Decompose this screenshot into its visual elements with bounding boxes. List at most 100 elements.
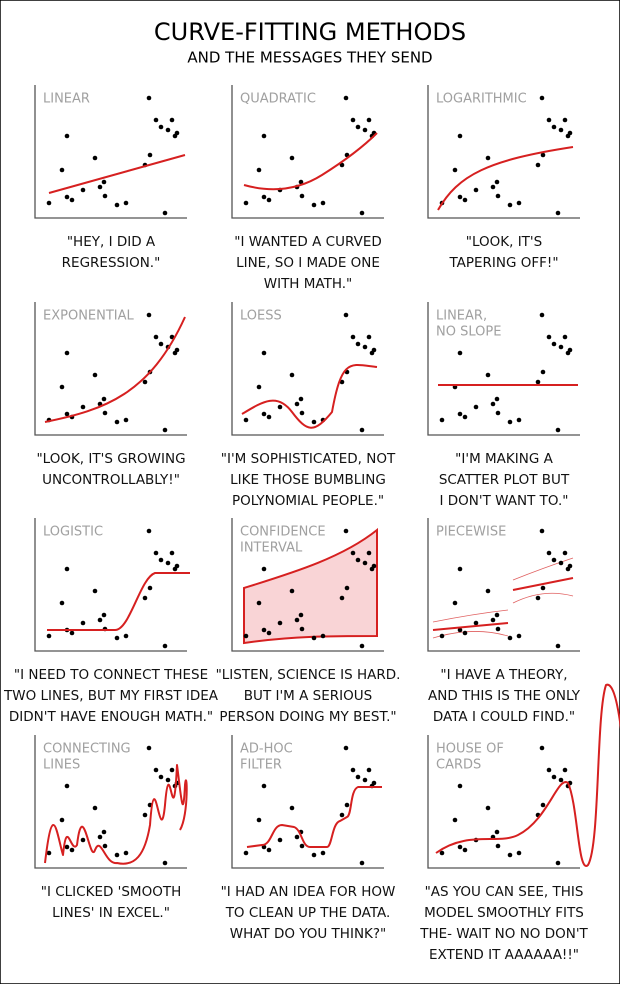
- caption: "HEY, I DID A: [67, 234, 156, 250]
- axes: [427, 302, 580, 436]
- caption: TO CLEAN UP THE DATA.: [225, 905, 391, 921]
- caption: "I NEED TO CONNECT THESE: [14, 667, 208, 683]
- dot: [516, 850, 522, 856]
- dot: [494, 396, 500, 402]
- dot: [142, 379, 148, 385]
- dot: [277, 620, 283, 626]
- panel-label: LINEAR: [43, 92, 90, 107]
- curve: [48, 154, 186, 194]
- dot: [540, 585, 546, 591]
- dot: [362, 560, 368, 566]
- dot: [562, 550, 568, 556]
- dot: [146, 95, 152, 101]
- dot: [256, 817, 262, 823]
- panel-label: CONFIDENCE: [240, 525, 326, 540]
- dot: [562, 334, 568, 340]
- caption: "LISTEN, SCIENCE IS HARD.: [216, 667, 401, 683]
- dot: [147, 152, 153, 158]
- dot: [339, 162, 345, 168]
- dot: [439, 417, 445, 423]
- caption: SCATTER PLOT BUT: [439, 472, 570, 488]
- dot: [92, 155, 98, 161]
- dot: [162, 427, 168, 433]
- dot: [299, 626, 305, 632]
- dot: [277, 837, 283, 843]
- dot: [101, 829, 107, 835]
- dot: [355, 341, 361, 347]
- dot: [277, 404, 283, 410]
- dot: [169, 117, 175, 123]
- dot: [539, 95, 545, 101]
- panel: PIECEWISE "I HAVE A THEORY, AND THIS IS TH…: [427, 518, 581, 725]
- dot: [457, 411, 463, 417]
- dot: [46, 633, 52, 639]
- dot: [359, 210, 365, 216]
- dot: [158, 557, 164, 563]
- dot: [294, 401, 300, 407]
- panel: LINEAR,NO SLOPE "I'M MAKING A SCATTER PLOT…: [427, 302, 580, 509]
- dot: [92, 372, 98, 378]
- panel-label: LOGISTIC: [43, 525, 103, 540]
- caption: "LOOK, IT'S: [466, 234, 542, 250]
- dot: [366, 334, 372, 340]
- panel: EXPONENTIAL "LOOK, IT'S GROWING UNCONTROLL…: [34, 302, 187, 488]
- dot: [343, 312, 349, 318]
- dot: [457, 350, 463, 356]
- caption: MODEL SMOOTHLY FITS: [424, 905, 584, 921]
- dot: [123, 850, 129, 856]
- dot: [457, 566, 463, 572]
- dot: [344, 585, 350, 591]
- dot: [555, 643, 561, 649]
- dot: [452, 167, 458, 173]
- dot: [299, 193, 305, 199]
- dot: [153, 117, 159, 123]
- caption: TAPERING OFF!": [448, 255, 558, 271]
- dot: [46, 200, 52, 206]
- dot: [320, 633, 326, 639]
- dot: [546, 117, 552, 123]
- dot: [555, 210, 561, 216]
- dot: [261, 411, 267, 417]
- dot: [355, 557, 361, 563]
- caption: "I WANTED A CURVED: [234, 234, 382, 250]
- dot: [462, 630, 468, 636]
- caption: TWO LINES, BUT MY FIRST IDEA: [3, 688, 219, 704]
- caption: "I HAVE A THEORY,: [440, 667, 567, 683]
- dot: [146, 312, 152, 318]
- curve: [432, 577, 574, 631]
- dot: [355, 774, 361, 780]
- dot: [101, 612, 107, 618]
- caption: WHAT DO YOU THINK?": [230, 926, 387, 942]
- dot: [539, 312, 545, 318]
- dot: [535, 379, 541, 385]
- curve: [243, 132, 378, 191]
- dot: [558, 344, 564, 350]
- dot: [146, 528, 152, 534]
- dot: [243, 200, 249, 206]
- dot: [147, 585, 153, 591]
- dot: [256, 600, 262, 606]
- dot: [142, 812, 148, 818]
- dot: [473, 187, 479, 193]
- dot: [80, 404, 86, 410]
- dot: [243, 417, 249, 423]
- dot: [516, 200, 522, 206]
- dot: [59, 600, 65, 606]
- dot: [485, 372, 491, 378]
- curve: [246, 786, 382, 848]
- dot: [485, 805, 491, 811]
- panel-label: HOUSE OF: [436, 742, 504, 757]
- dot: [371, 347, 377, 353]
- caption: POLYNOMIAL PEOPLE.": [232, 493, 384, 509]
- dot: [46, 850, 52, 856]
- dot: [546, 550, 552, 556]
- dot: [507, 419, 513, 425]
- dot: [298, 612, 304, 618]
- dot: [243, 633, 249, 639]
- dot: [162, 210, 168, 216]
- caption: PERSON DOING MY BEST.": [219, 709, 396, 725]
- caption: "AS YOU CAN SEE, THIS: [425, 884, 584, 900]
- dot: [320, 850, 326, 856]
